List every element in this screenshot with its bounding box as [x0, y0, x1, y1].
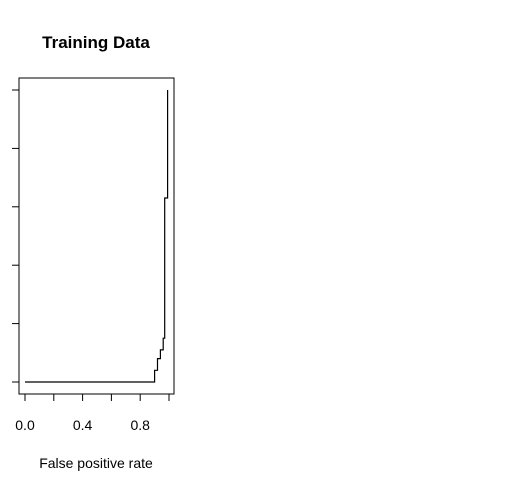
plot-box	[18, 77, 175, 395]
y-axis	[12, 89, 20, 383]
roc-curve	[25, 90, 169, 383]
x-tick-label: 0.8	[130, 417, 150, 433]
chart-title: Training Data	[42, 33, 150, 52]
x-axis: 0.0 0.4 0.8	[15, 393, 170, 433]
x-tick-label: 0.0	[15, 417, 35, 433]
x-tick-label: 0.4	[73, 417, 93, 433]
series-layer	[25, 90, 169, 383]
x-axis-label: False positive rate	[39, 455, 153, 471]
